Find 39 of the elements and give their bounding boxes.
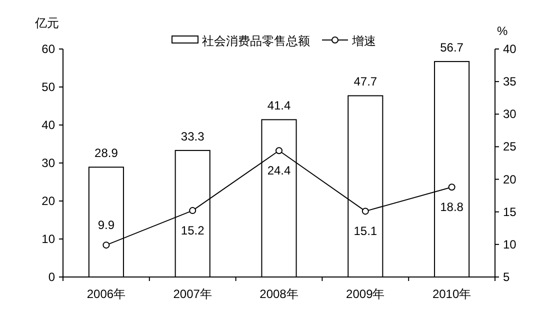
y-axis-title: 亿元: [34, 16, 59, 30]
x-tick-label: 2006年: [86, 287, 126, 301]
data-label: 15.1: [354, 224, 378, 238]
data-label: 15.2: [180, 224, 205, 238]
y-tick-label: 40: [42, 118, 56, 132]
point: [448, 184, 456, 191]
data-label: 33.3: [180, 129, 205, 144]
y-tick-label: 30: [42, 156, 56, 170]
point: [276, 147, 282, 154]
y-tick-label: 60: [42, 42, 56, 56]
data-label: 28.9: [94, 146, 118, 160]
y2-tick-label: 25: [503, 140, 517, 154]
data-label: 41.4: [267, 98, 291, 113]
x-tick-label: 2010年: [432, 287, 472, 301]
x-tick-label: 2009年: [346, 287, 385, 301]
y-tick-label: 10: [42, 232, 56, 246]
data-label: 18.8: [440, 200, 464, 214]
y-tick-label: 20: [42, 194, 56, 208]
y2-tick-label: 40: [503, 42, 517, 56]
y-tick-label: 50: [42, 80, 56, 94]
x-tick-label: 2008年: [260, 287, 298, 301]
y-tick-label: 0: [48, 270, 56, 284]
y2-tick-label: 10: [503, 237, 517, 252]
data-label: 56.7: [440, 40, 464, 55]
y2-tick-label: 5: [503, 270, 510, 284]
y2-tick-label: 15: [503, 204, 517, 219]
y2-axis-title: %: [497, 24, 508, 38]
data-label: 9.9: [98, 218, 115, 232]
y2-tick-label: 30: [503, 107, 517, 122]
x-tick-label: 2007年: [173, 287, 212, 301]
data-label: 24.4: [267, 164, 291, 178]
y2-tick-label: 20: [503, 172, 517, 186]
legend-label: 增速: [351, 34, 376, 48]
legend-label: 社会消费品零售总额: [202, 34, 310, 48]
data-label: 47.7: [354, 74, 378, 89]
point: [102, 242, 110, 249]
point: [189, 207, 196, 214]
y2-tick-label: 35: [503, 74, 517, 89]
point: [362, 208, 369, 215]
